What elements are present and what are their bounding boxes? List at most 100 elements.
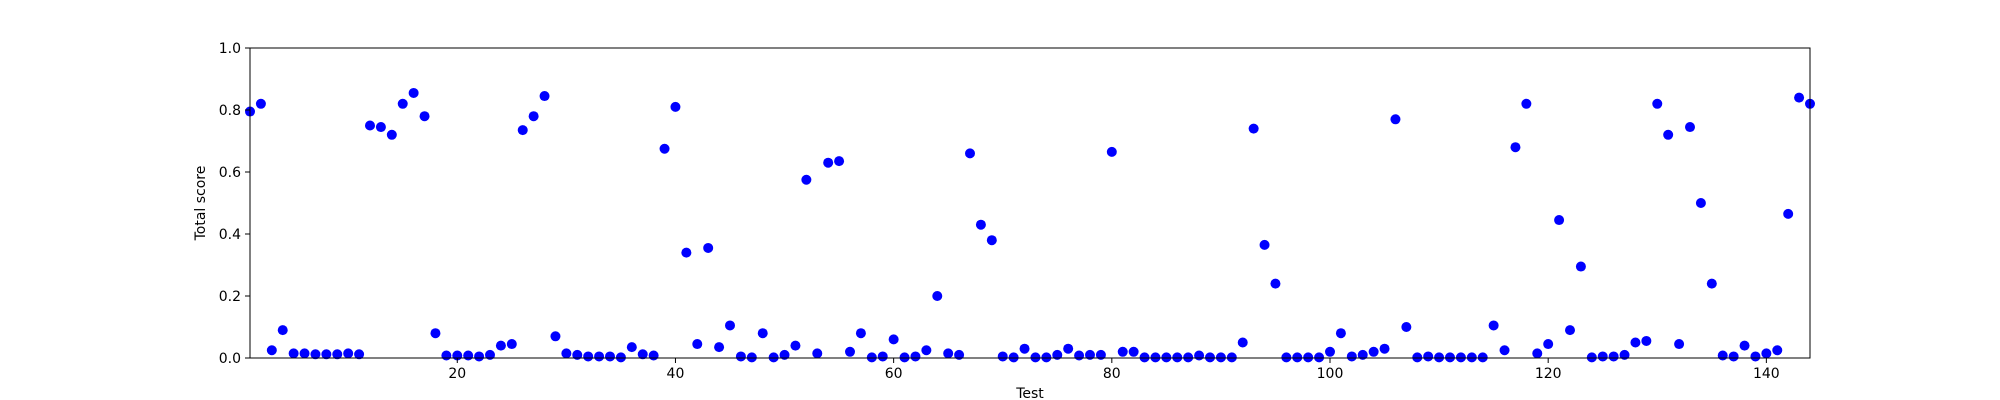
x-tick-label: 60 [885, 366, 903, 382]
data-point [997, 351, 1008, 362]
data-point [1008, 352, 1019, 363]
data-point [1063, 343, 1074, 354]
data-point [1041, 352, 1052, 363]
x-tick-label: 40 [667, 366, 685, 382]
data-point [823, 157, 834, 168]
data-point [1750, 351, 1761, 362]
x-tick-label: 100 [1317, 366, 1344, 382]
data-point [506, 339, 517, 350]
data-point [354, 349, 365, 360]
y-tick-label: 0.8 [219, 103, 241, 119]
data-point [1139, 352, 1150, 363]
data-point [561, 348, 572, 359]
data-point [1619, 349, 1630, 360]
data-point [365, 120, 375, 131]
data-point [637, 349, 648, 360]
data-point [965, 148, 975, 159]
data-point [1128, 346, 1139, 357]
data-point [703, 242, 714, 253]
data-point [1663, 129, 1674, 140]
data-point [1019, 343, 1030, 354]
data-point [583, 351, 594, 362]
data-point [757, 328, 768, 339]
data-point [888, 334, 899, 345]
data-point [1554, 215, 1565, 226]
x-tick-label: 80 [1103, 366, 1121, 382]
data-point [386, 129, 397, 140]
data-point [725, 320, 735, 331]
data-point [343, 348, 354, 359]
y-tick-label: 0.0 [219, 351, 241, 367]
data-point [855, 328, 866, 339]
data-point [495, 340, 506, 351]
data-point [550, 331, 561, 342]
data-point [1030, 352, 1041, 363]
data-point [1728, 351, 1739, 362]
data-point [877, 351, 888, 362]
data-point [1761, 348, 1772, 359]
data-point [943, 348, 954, 359]
data-point [954, 349, 965, 360]
data-point [1259, 239, 1270, 250]
data-point [670, 101, 681, 112]
data-point [1346, 351, 1357, 362]
y-tick-label: 0.6 [219, 165, 241, 181]
x-axis-ticks: 20 40 60 80 100 120 140 [448, 358, 1780, 382]
data-point [1357, 349, 1368, 360]
data-point [1674, 339, 1685, 350]
data-point [1597, 351, 1608, 362]
data-point [1161, 352, 1172, 363]
data-point [899, 352, 910, 363]
y-tick-label: 0.2 [219, 289, 241, 305]
data-point [1510, 142, 1521, 153]
data-point [277, 325, 288, 336]
data-point [921, 345, 932, 356]
x-tick-label: 20 [448, 366, 466, 382]
data-point [375, 122, 386, 133]
data-point [397, 98, 408, 109]
data-point [790, 340, 801, 351]
data-point [1739, 340, 1750, 351]
data-point [1205, 352, 1215, 363]
data-point [1455, 352, 1466, 363]
data-point [1521, 98, 1532, 109]
data-point [986, 235, 997, 246]
data-point [310, 349, 321, 360]
data-point [1717, 350, 1728, 361]
data-point [910, 351, 921, 362]
data-point [659, 143, 670, 154]
data-point [1106, 146, 1117, 157]
y-tick-label: 1.0 [219, 41, 241, 57]
data-point [1117, 346, 1128, 357]
data-point [430, 328, 441, 339]
data-point [1085, 349, 1095, 360]
data-point [975, 219, 986, 230]
data-point [779, 349, 790, 360]
data-point [1499, 345, 1510, 356]
data-point [485, 349, 495, 360]
data-point [1586, 352, 1597, 363]
data-point [1685, 122, 1695, 133]
data-point [768, 352, 779, 363]
x-axis-label: Test [1015, 386, 1044, 400]
data-point [605, 351, 615, 362]
data-point [735, 351, 746, 362]
data-point [648, 350, 659, 361]
data-point [1434, 352, 1445, 363]
data-point [1783, 208, 1794, 219]
data-point [1477, 352, 1488, 363]
data-point [1652, 98, 1663, 109]
data-point [539, 91, 550, 102]
data-point [1150, 352, 1161, 363]
data-point [266, 345, 277, 356]
data-point [1074, 350, 1085, 361]
data-point [1794, 92, 1805, 103]
data-point [1695, 198, 1706, 208]
data-point [474, 351, 485, 362]
x-tick-label: 120 [1535, 366, 1562, 382]
data-point [932, 291, 943, 301]
data-point [1325, 346, 1335, 357]
data-point [408, 87, 419, 98]
data-point [801, 174, 812, 185]
